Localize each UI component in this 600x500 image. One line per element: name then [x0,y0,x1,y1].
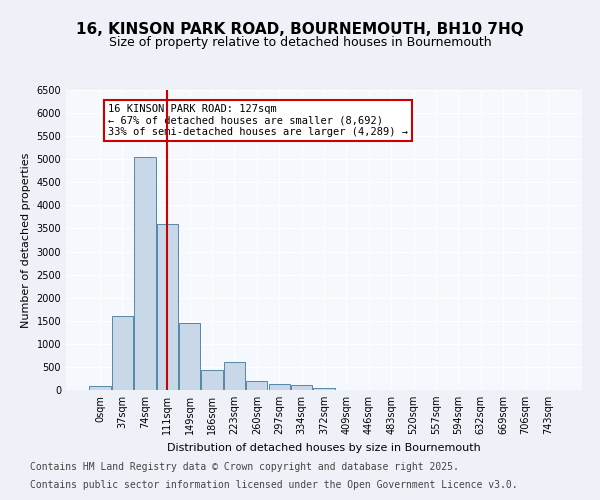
Bar [112,316,133,390]
Bar [202,370,223,390]
Bar [291,386,312,390]
Bar [179,323,200,390]
Bar [89,386,111,390]
Text: 16, KINSON PARK ROAD, BOURNEMOUTH, BH10 7HQ: 16, KINSON PARK ROAD, BOURNEMOUTH, BH10 … [76,22,524,38]
Bar [269,384,290,390]
Bar [134,157,155,390]
X-axis label: Distribution of detached houses by size in Bournemouth: Distribution of detached houses by size … [167,442,481,452]
Bar [224,362,245,390]
Text: 16 KINSON PARK ROAD: 127sqm
← 67% of detached houses are smaller (8,692)
33% of : 16 KINSON PARK ROAD: 127sqm ← 67% of det… [108,104,408,137]
Bar [246,381,268,390]
Text: Contains public sector information licensed under the Open Government Licence v3: Contains public sector information licen… [30,480,518,490]
Y-axis label: Number of detached properties: Number of detached properties [21,152,31,328]
Bar [313,388,335,390]
Bar [157,224,178,390]
Text: Contains HM Land Registry data © Crown copyright and database right 2025.: Contains HM Land Registry data © Crown c… [30,462,459,472]
Text: Size of property relative to detached houses in Bournemouth: Size of property relative to detached ho… [109,36,491,49]
